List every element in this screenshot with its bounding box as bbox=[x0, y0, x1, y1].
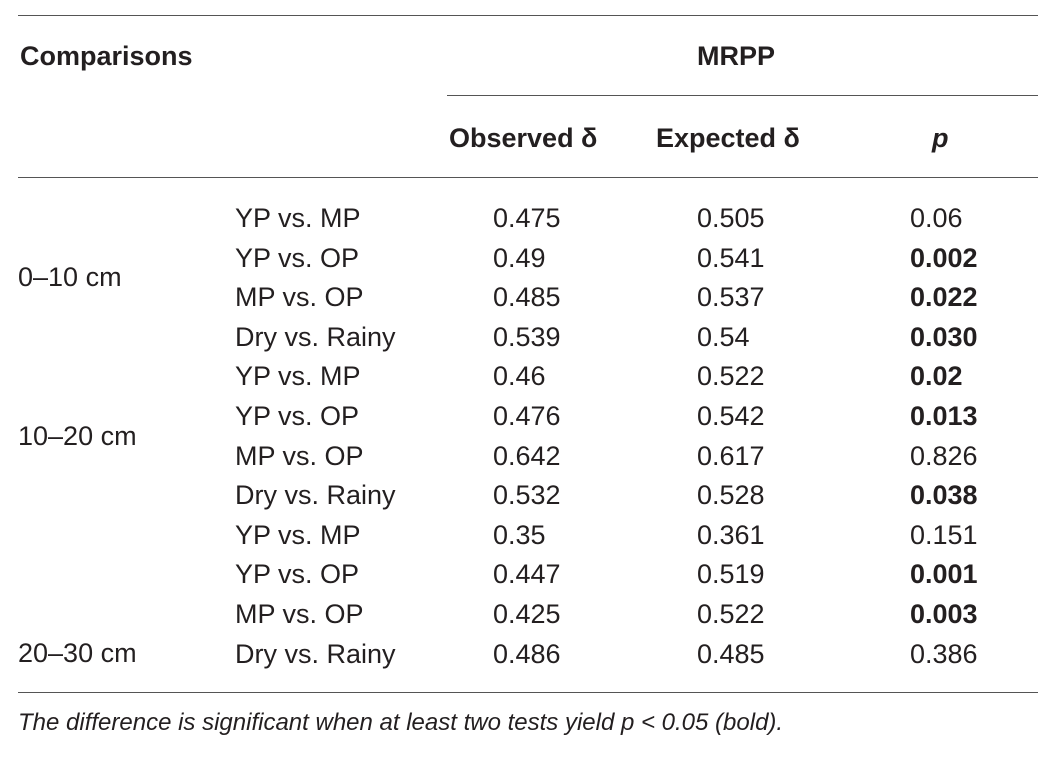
p-value-cell: 0.02 bbox=[910, 361, 963, 391]
p-value-cell: 0.013 bbox=[910, 401, 978, 431]
comparison-cell: YP vs. OP bbox=[235, 401, 360, 431]
comparison-cell: YP vs. OP bbox=[235, 243, 360, 273]
expected-delta-cell: 0.361 bbox=[697, 520, 765, 550]
p-value-cell: 0.386 bbox=[910, 639, 978, 669]
mrpp-header: MRPP bbox=[697, 41, 776, 71]
p-value-cell: 0.826 bbox=[910, 441, 978, 471]
p-value-cell: 0.022 bbox=[910, 282, 978, 312]
observed-delta-cell: 0.486 bbox=[493, 639, 561, 669]
mrpp-group-rule bbox=[447, 95, 1038, 96]
p-value-cell: 0.001 bbox=[910, 559, 978, 589]
comparison-cell: YP vs. MP bbox=[235, 361, 361, 391]
observed-delta-cell: 0.35 bbox=[493, 520, 546, 550]
observed-delta-cell: 0.425 bbox=[493, 599, 561, 629]
observed-delta-cell: 0.539 bbox=[493, 322, 561, 352]
p-value-cell: 0.002 bbox=[910, 243, 978, 273]
comparison-cell: YP vs. MP bbox=[235, 520, 361, 550]
expected-delta-cell: 0.54 bbox=[697, 322, 750, 352]
observed-delta-cell: 0.49 bbox=[493, 243, 546, 273]
comparison-cell: YP vs. OP bbox=[235, 559, 360, 589]
table-footnote: The difference is significant when at le… bbox=[18, 709, 784, 736]
observed-delta-cell: 0.46 bbox=[493, 361, 546, 391]
observed-delta-cell: 0.485 bbox=[493, 282, 561, 312]
observed-delta-cell: 0.642 bbox=[493, 441, 561, 471]
expected-delta-cell: 0.485 bbox=[697, 639, 765, 669]
expected-delta-cell: 0.537 bbox=[697, 282, 765, 312]
expected-delta-cell: 0.542 bbox=[697, 401, 765, 431]
expected-delta-cell: 0.541 bbox=[697, 243, 765, 273]
p-value-cell: 0.06 bbox=[910, 203, 963, 233]
p-value-header: p bbox=[932, 123, 949, 153]
expected-delta-cell: 0.522 bbox=[697, 361, 765, 391]
table-bottom-rule bbox=[18, 692, 1038, 693]
depth-label-20-30: 20–30 cm bbox=[18, 638, 137, 668]
expected-delta-cell: 0.617 bbox=[697, 441, 765, 471]
depth-label-10-20: 10–20 cm bbox=[18, 421, 137, 451]
observed-delta-cell: 0.476 bbox=[493, 401, 561, 431]
comparison-cell: Dry vs. Rainy bbox=[235, 322, 396, 352]
comparisons-header: Comparisons bbox=[20, 41, 193, 71]
observed-delta-cell: 0.532 bbox=[493, 480, 561, 510]
p-value-cell: 0.003 bbox=[910, 599, 978, 629]
expected-delta-header: Expected δ bbox=[656, 123, 800, 153]
expected-delta-cell: 0.505 bbox=[697, 203, 765, 233]
comparison-cell: YP vs. MP bbox=[235, 203, 361, 233]
observed-delta-cell: 0.447 bbox=[493, 559, 561, 589]
observed-delta-cell: 0.475 bbox=[493, 203, 561, 233]
comparison-cell: MP vs. OP bbox=[235, 282, 364, 312]
expected-delta-cell: 0.522 bbox=[697, 599, 765, 629]
header-bottom-rule bbox=[18, 177, 1038, 178]
p-value-cell: 0.030 bbox=[910, 322, 978, 352]
p-value-cell: 0.038 bbox=[910, 480, 978, 510]
depth-label-0-10: 0–10 cm bbox=[18, 262, 122, 292]
observed-delta-header: Observed δ bbox=[449, 123, 598, 153]
comparison-cell: Dry vs. Rainy bbox=[235, 480, 396, 510]
p-value-cell: 0.151 bbox=[910, 520, 978, 550]
comparison-cell: MP vs. OP bbox=[235, 441, 364, 471]
expected-delta-cell: 0.528 bbox=[697, 480, 765, 510]
comparison-cell: Dry vs. Rainy bbox=[235, 639, 396, 669]
top-rule bbox=[18, 15, 1038, 16]
comparison-cell: MP vs. OP bbox=[235, 599, 364, 629]
expected-delta-cell: 0.519 bbox=[697, 559, 765, 589]
